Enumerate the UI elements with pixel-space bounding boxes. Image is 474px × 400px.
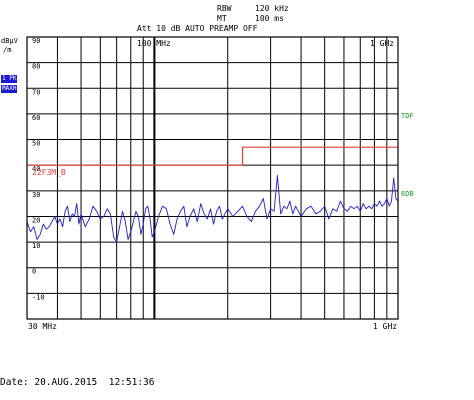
unit-label: dBµV: [1, 37, 18, 45]
y-tick-label: 70: [32, 88, 40, 96]
x-tick-1ghz-top: 1 GHz: [370, 39, 395, 48]
y-tick-label: 0: [32, 268, 36, 276]
plot-frame: [26, 36, 399, 320]
y-tick-label: 60: [32, 114, 40, 122]
six-db-label: 6DB: [401, 190, 414, 198]
attenuation-line: Att 10 dB AUTO PREAMP OFF: [137, 24, 258, 33]
trace-line: [26, 174, 399, 243]
y-tick-label: -10: [32, 293, 45, 301]
date-value: 20.AUG.2015: [34, 377, 98, 388]
rbw-value: 120 kHz: [255, 4, 289, 13]
unit-per-meter: /m: [3, 46, 12, 54]
x-tick-100mhz: 100 MHz: [137, 39, 171, 48]
grid: [27, 36, 398, 319]
y-tick-label: 80: [32, 63, 40, 71]
y-tick-label: 20: [32, 216, 40, 224]
trace-layer: [26, 174, 399, 243]
y-tick-label: 30: [32, 191, 40, 199]
y-tick-label: 90: [32, 37, 40, 45]
x-tick-30mhz: 30 MHz: [28, 322, 57, 331]
y-tick-label: 50: [32, 140, 40, 148]
time-value: 12:51:36: [108, 377, 155, 388]
tdf-label: TDF: [401, 112, 414, 120]
limit-line-label: 22F3M_B: [32, 168, 66, 177]
detector-badge: MAXH: [1, 85, 18, 93]
trace-badge: 1 PK: [1, 75, 18, 83]
mt-value: 100 ms: [255, 14, 284, 23]
y-tick-label: 10: [32, 242, 40, 250]
date-label: Date:: [0, 377, 29, 388]
mt-label: MT: [217, 14, 227, 23]
y-tick-label: 40: [32, 165, 40, 173]
rbw-label: RBW: [217, 4, 232, 13]
footer-datetime: Date: 20.AUG.2015 12:51:36: [0, 377, 154, 388]
limit-line-layer: [27, 146, 398, 166]
limit-line: [27, 146, 398, 166]
y-tick-labels: 90 80 70 60 50 40 30 20 10 0 -10: [32, 37, 45, 301]
x-tick-1ghz-bottom: 1 GHz: [373, 322, 398, 331]
